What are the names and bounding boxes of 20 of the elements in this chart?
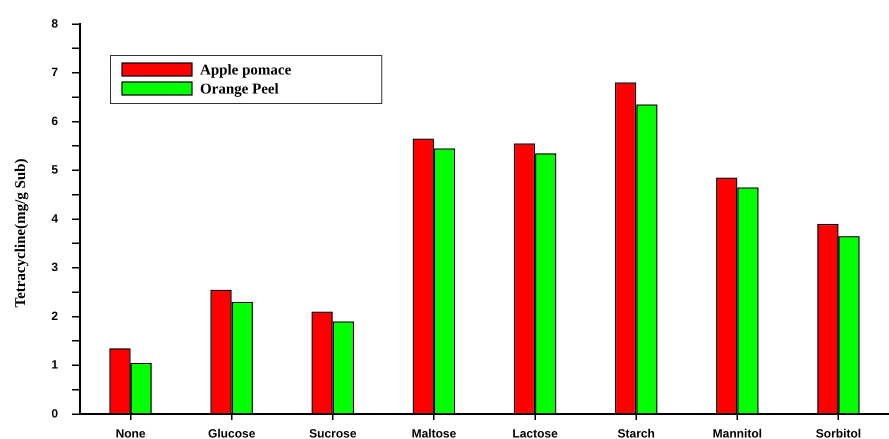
x-tick-label: Mannitol xyxy=(712,426,762,439)
y-axis-title: Tetracycline(mg/g Sub) xyxy=(12,158,29,308)
x-tick-label: Lactose xyxy=(512,426,558,439)
y-tick-label: 5 xyxy=(51,162,58,177)
legend-label: Apple pomace xyxy=(200,62,292,78)
y-tick-label: 2 xyxy=(51,308,58,323)
y-tick-label: 8 xyxy=(51,16,58,30)
x-tick-label: Starch xyxy=(618,426,655,439)
legend-label: Orange Peel xyxy=(200,81,279,98)
y-tick-label: 3 xyxy=(51,260,58,274)
y-tick-label: 0 xyxy=(51,406,58,420)
x-tick-label: Maltose xyxy=(412,426,457,439)
y-tick-label: 1 xyxy=(51,358,58,372)
x-tick-label: None xyxy=(116,426,146,439)
y-tick-label: 7 xyxy=(51,65,58,80)
x-tick-label: Glucose xyxy=(208,426,256,439)
x-tick-label: Sorbitol xyxy=(816,426,862,439)
x-tick-label: Sucrose xyxy=(309,426,357,439)
y-tick-label: 4 xyxy=(51,211,58,226)
y-tick-label: 6 xyxy=(51,114,58,128)
